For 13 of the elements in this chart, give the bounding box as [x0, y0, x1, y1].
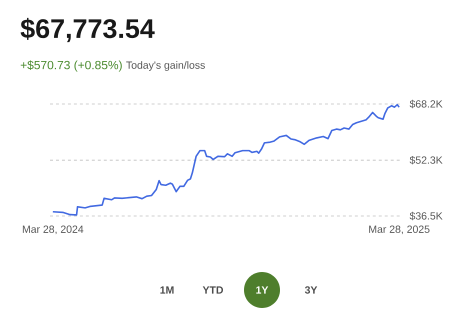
y-tick-label: $52.3K	[410, 156, 443, 164]
chart-title: $67,773.54	[20, 18, 155, 42]
line-series	[52, 104, 400, 216]
text: 1Y	[256, 286, 268, 294]
text: 3Y	[304, 286, 318, 294]
text: YTD	[202, 286, 224, 294]
text: Today's gain/loss	[126, 61, 205, 71]
chart-subtitle: +$570.73 (+0.85%)	[20, 60, 122, 72]
y-tick-label: $36.5K	[410, 212, 443, 220]
x-tick-label: Mar 28, 2024	[22, 226, 84, 234]
text: 1M	[160, 286, 174, 294]
x-tick-label: Mar 28, 2025	[369, 226, 430, 234]
y-tick-label: $68.2K	[410, 100, 443, 108]
